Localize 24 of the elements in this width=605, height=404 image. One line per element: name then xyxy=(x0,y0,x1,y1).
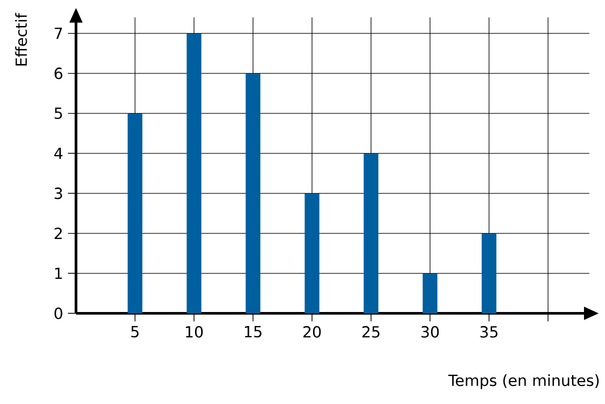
bar xyxy=(364,153,378,314)
x-tick-label: 20 xyxy=(303,326,321,338)
x-tick-label: 25 xyxy=(362,326,380,338)
x-tick-label: 10 xyxy=(186,326,203,338)
bar xyxy=(128,113,142,314)
y-tick-label: 2 xyxy=(54,228,62,240)
bar xyxy=(422,273,438,314)
y-tick-label: 1 xyxy=(55,268,62,279)
bar xyxy=(186,33,202,314)
x-axis-title: Temps (en minutes) xyxy=(448,374,599,390)
y-tick-label: 0 xyxy=(54,308,62,320)
bar xyxy=(482,233,496,314)
y-tick-label: 7 xyxy=(54,28,62,39)
x-tick-label: 15 xyxy=(244,326,262,338)
y-tick-label: 4 xyxy=(54,148,62,159)
y-tick-label: 6 xyxy=(54,68,62,80)
y-tick-label: 3 xyxy=(54,188,62,200)
x-tick-label: 35 xyxy=(480,326,498,338)
y-axis-title: Effectif xyxy=(15,12,28,66)
x-tick-label: 30 xyxy=(421,326,439,338)
bar xyxy=(304,193,320,314)
y-tick-label: 5 xyxy=(54,108,62,120)
bar xyxy=(246,73,260,314)
x-tick-label: 5 xyxy=(131,326,139,338)
